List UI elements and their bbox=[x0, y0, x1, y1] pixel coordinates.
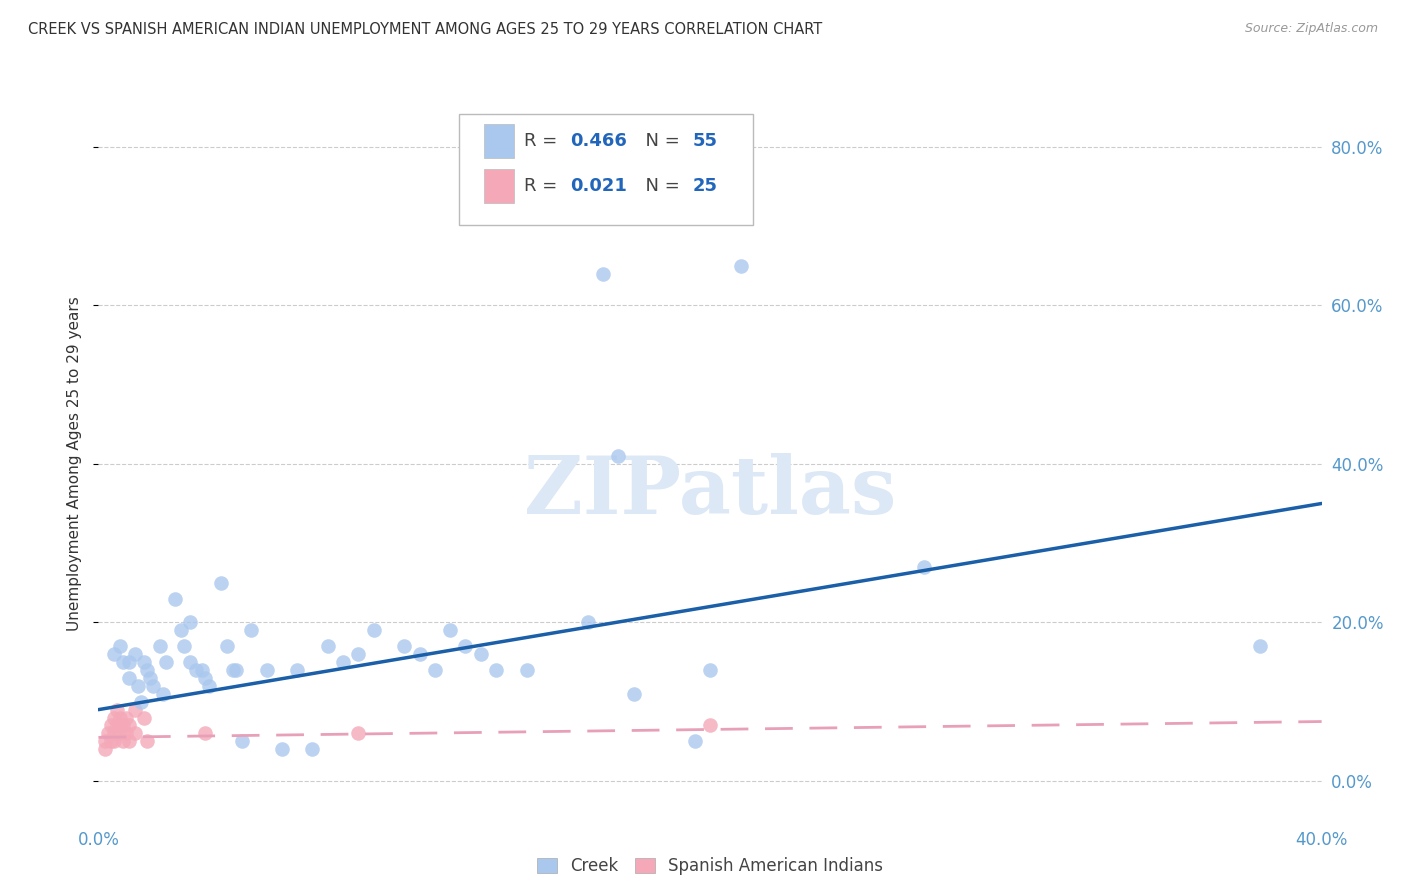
Point bbox=[576, 615, 599, 630]
Point bbox=[173, 639, 195, 653]
Point bbox=[155, 655, 177, 669]
Point bbox=[105, 703, 128, 717]
Point bbox=[194, 726, 217, 740]
Point bbox=[100, 734, 122, 748]
Point bbox=[179, 615, 201, 630]
Point bbox=[103, 726, 125, 740]
Point bbox=[423, 663, 446, 677]
Point bbox=[439, 624, 461, 638]
Point bbox=[592, 267, 614, 281]
Point bbox=[285, 663, 308, 677]
Text: ZIPatlas: ZIPatlas bbox=[524, 453, 896, 532]
Point bbox=[127, 679, 149, 693]
Point bbox=[222, 663, 245, 677]
Point bbox=[103, 647, 125, 661]
Point bbox=[142, 679, 165, 693]
Point bbox=[149, 639, 172, 653]
Point bbox=[105, 718, 128, 732]
Text: 25: 25 bbox=[693, 178, 718, 195]
Point bbox=[170, 624, 193, 638]
Point bbox=[347, 726, 370, 740]
Text: N =: N = bbox=[634, 178, 686, 195]
Text: Source: ZipAtlas.com: Source: ZipAtlas.com bbox=[1244, 22, 1378, 36]
Point bbox=[699, 718, 721, 732]
Point bbox=[699, 663, 721, 677]
Point bbox=[118, 718, 141, 732]
Point bbox=[301, 742, 323, 756]
Point bbox=[607, 449, 630, 463]
Point bbox=[231, 734, 253, 748]
Point bbox=[186, 663, 208, 677]
Point bbox=[516, 663, 538, 677]
Point bbox=[111, 718, 134, 732]
Point bbox=[93, 734, 115, 748]
Point bbox=[191, 663, 214, 677]
Point bbox=[470, 647, 492, 661]
Point bbox=[118, 734, 141, 748]
Point bbox=[225, 663, 247, 677]
FancyBboxPatch shape bbox=[484, 124, 515, 158]
Point bbox=[115, 726, 138, 740]
Point bbox=[103, 710, 125, 724]
Point bbox=[256, 663, 278, 677]
Point bbox=[124, 703, 146, 717]
Point bbox=[347, 647, 370, 661]
Point bbox=[134, 655, 156, 669]
Point bbox=[363, 624, 385, 638]
Text: R =: R = bbox=[524, 178, 562, 195]
Point bbox=[209, 575, 232, 590]
Point bbox=[179, 655, 201, 669]
Point bbox=[197, 679, 219, 693]
Point bbox=[240, 624, 263, 638]
Point bbox=[111, 655, 134, 669]
Text: N =: N = bbox=[634, 132, 686, 150]
Point bbox=[163, 591, 186, 606]
Point bbox=[1249, 639, 1271, 653]
Point bbox=[392, 639, 416, 653]
Point bbox=[97, 726, 120, 740]
Point bbox=[93, 742, 115, 756]
Point bbox=[194, 671, 217, 685]
Point bbox=[623, 687, 645, 701]
Point bbox=[136, 734, 159, 748]
Point bbox=[730, 259, 752, 273]
Text: 55: 55 bbox=[693, 132, 718, 150]
Point bbox=[152, 687, 174, 701]
Point bbox=[454, 639, 477, 653]
Point bbox=[118, 655, 141, 669]
FancyBboxPatch shape bbox=[460, 114, 752, 225]
Point bbox=[103, 734, 125, 748]
Point bbox=[115, 710, 138, 724]
Point bbox=[108, 710, 131, 724]
Point bbox=[485, 663, 508, 677]
Point bbox=[100, 718, 122, 732]
Text: CREEK VS SPANISH AMERICAN INDIAN UNEMPLOYMENT AMONG AGES 25 TO 29 YEARS CORRELAT: CREEK VS SPANISH AMERICAN INDIAN UNEMPLO… bbox=[28, 22, 823, 37]
Point bbox=[129, 695, 152, 709]
Point bbox=[118, 671, 141, 685]
Point bbox=[139, 671, 162, 685]
Point bbox=[912, 560, 935, 574]
Point bbox=[683, 734, 706, 748]
Point bbox=[124, 726, 146, 740]
FancyBboxPatch shape bbox=[484, 169, 515, 203]
Point bbox=[136, 663, 159, 677]
Point bbox=[124, 647, 146, 661]
Point bbox=[215, 639, 238, 653]
Point bbox=[108, 726, 131, 740]
Text: R =: R = bbox=[524, 132, 562, 150]
Text: 0.466: 0.466 bbox=[571, 132, 627, 150]
Point bbox=[408, 647, 430, 661]
Point bbox=[332, 655, 354, 669]
Point bbox=[134, 710, 156, 724]
Y-axis label: Unemployment Among Ages 25 to 29 years: Unemployment Among Ages 25 to 29 years bbox=[67, 296, 83, 632]
Point bbox=[270, 742, 292, 756]
Point bbox=[316, 639, 339, 653]
Point bbox=[108, 639, 131, 653]
Legend: Creek, Spanish American Indians: Creek, Spanish American Indians bbox=[529, 849, 891, 884]
Point bbox=[111, 734, 134, 748]
Text: 0.021: 0.021 bbox=[571, 178, 627, 195]
